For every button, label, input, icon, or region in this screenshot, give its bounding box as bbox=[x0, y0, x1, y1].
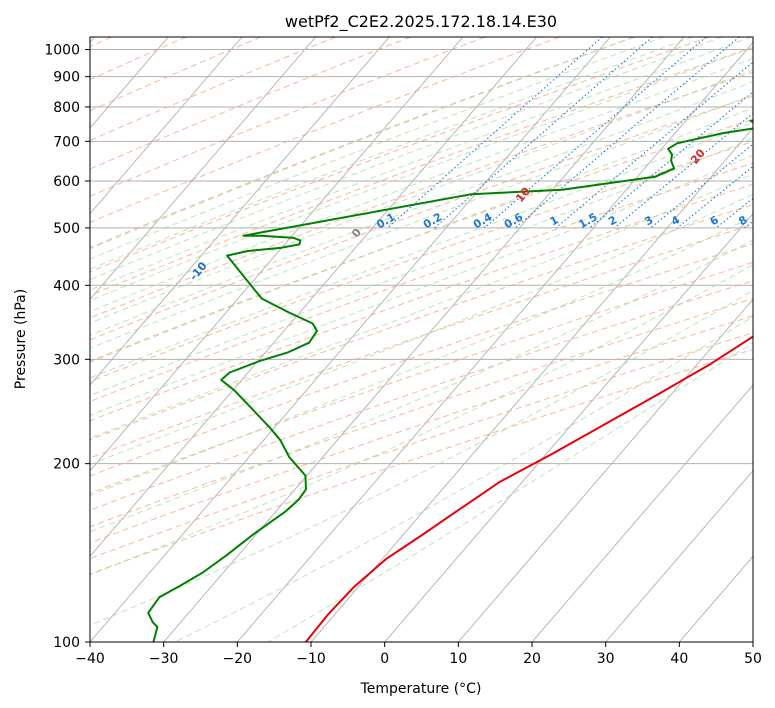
isotherm-line bbox=[236, 41, 753, 642]
x-tick-label: −20 bbox=[223, 651, 253, 667]
isotherm-line bbox=[163, 37, 685, 642]
isotherm-line bbox=[90, 37, 464, 472]
y-tick-label: 700 bbox=[53, 134, 80, 150]
y-tick-label: 800 bbox=[53, 100, 80, 116]
moist-adiabat-line bbox=[90, 215, 753, 496]
isotherm-line bbox=[90, 37, 611, 642]
isotherm-line bbox=[752, 641, 753, 642]
moist-adiabat-line bbox=[90, 93, 753, 349]
y-tick-label: 300 bbox=[53, 352, 80, 368]
x-axis-title: Temperature (°C) bbox=[360, 681, 482, 697]
dry-adiabat-line bbox=[90, 71, 753, 319]
dry-adiabat-line bbox=[90, 37, 411, 170]
y-tick-label: 900 bbox=[53, 70, 80, 86]
isotherm-line bbox=[310, 127, 753, 642]
x-tick-label: −10 bbox=[296, 651, 326, 667]
series-layer bbox=[147, 119, 753, 642]
moist-adiabat-line bbox=[90, 137, 753, 397]
dry-adiabat-line bbox=[90, 95, 753, 341]
dry-adiabat-line bbox=[90, 203, 753, 441]
plot-background bbox=[90, 37, 753, 642]
y-tick-label: 400 bbox=[53, 278, 80, 294]
moist-adiabat-line bbox=[90, 69, 753, 324]
dry-adiabat-line bbox=[90, 37, 187, 81]
y-tick-label: 200 bbox=[53, 457, 80, 473]
chart-title: wetPf2_C2E2.2025.172.18.14.E30 bbox=[285, 12, 557, 32]
dry-adiabat-line bbox=[90, 261, 753, 494]
moist-adiabat-line bbox=[90, 37, 664, 260]
isotherm-line bbox=[384, 213, 753, 642]
dry-adiabat-line bbox=[90, 37, 336, 142]
plot-frame bbox=[89, 36, 754, 643]
mixing-ratio-label: 10 bbox=[756, 211, 775, 230]
moist-adiabat-line bbox=[90, 37, 634, 250]
moist-adiabat-line bbox=[90, 154, 753, 416]
dry-adiabat-line bbox=[90, 140, 753, 383]
moist-adiabat-line bbox=[90, 46, 753, 302]
dry-adiabat-label: -20 bbox=[36, 297, 59, 321]
temperature-profile-line bbox=[305, 335, 753, 642]
tick-layer: −40 −30 −20 −10 0 10 20 30 40 50 100 200 300 400 500 60… bbox=[44, 43, 762, 667]
isotherm-line bbox=[457, 298, 753, 642]
x-tick-label: 50 bbox=[744, 651, 762, 667]
dry-adiabat-line bbox=[90, 348, 753, 575]
moist-adiabat-line bbox=[90, 193, 753, 466]
isotherm-line bbox=[90, 37, 243, 215]
mixing-ratio-line bbox=[767, 37, 775, 228]
y-tick-label: 500 bbox=[53, 221, 80, 237]
mixing-ratio-layer bbox=[387, 37, 775, 229]
isotherm-line bbox=[531, 384, 753, 642]
dry-adiabat-line bbox=[90, 37, 560, 224]
mixing-ratio-line bbox=[614, 112, 753, 229]
y-tick-label: 1000 bbox=[44, 43, 80, 59]
y-axis-title: Pressure (hPa) bbox=[13, 289, 29, 389]
dewpoint-profile-line bbox=[147, 119, 753, 642]
isotherm-line bbox=[605, 469, 753, 642]
moist-adiabat-line bbox=[90, 121, 753, 379]
x-tick-label: −30 bbox=[149, 651, 179, 667]
moist-adiabat-line bbox=[90, 37, 752, 291]
y-tick-label: 100 bbox=[53, 635, 80, 651]
dry-adiabat-line bbox=[90, 37, 486, 197]
x-tick-label: 10 bbox=[449, 651, 467, 667]
x-tick-label: 40 bbox=[670, 651, 688, 667]
x-tick-label: 30 bbox=[597, 651, 615, 667]
moist-adiabat-line bbox=[174, 316, 753, 642]
mixing-ratio-line bbox=[434, 37, 653, 229]
dry-adiabat-line bbox=[90, 183, 753, 422]
mixing-ratio-line bbox=[514, 37, 740, 229]
x-tick-label: 0 bbox=[380, 651, 389, 667]
dry-adiabat-line bbox=[90, 332, 753, 560]
dry-adiabat-line bbox=[90, 118, 753, 362]
moist-adiabat-line bbox=[90, 289, 753, 626]
adiabat-layer bbox=[90, 37, 753, 642]
y-tick-label: 600 bbox=[53, 174, 80, 190]
x-tick-label: −40 bbox=[75, 651, 105, 667]
moist-adiabat-line bbox=[90, 81, 753, 336]
moist-adiabat-line bbox=[90, 57, 753, 313]
isotherm-line bbox=[90, 37, 390, 386]
x-tick-label: 20 bbox=[523, 651, 541, 667]
dry-adiabat-line bbox=[90, 243, 753, 477]
mixing-ratio-line bbox=[484, 37, 707, 229]
dry-adiabat-line bbox=[90, 297, 753, 528]
